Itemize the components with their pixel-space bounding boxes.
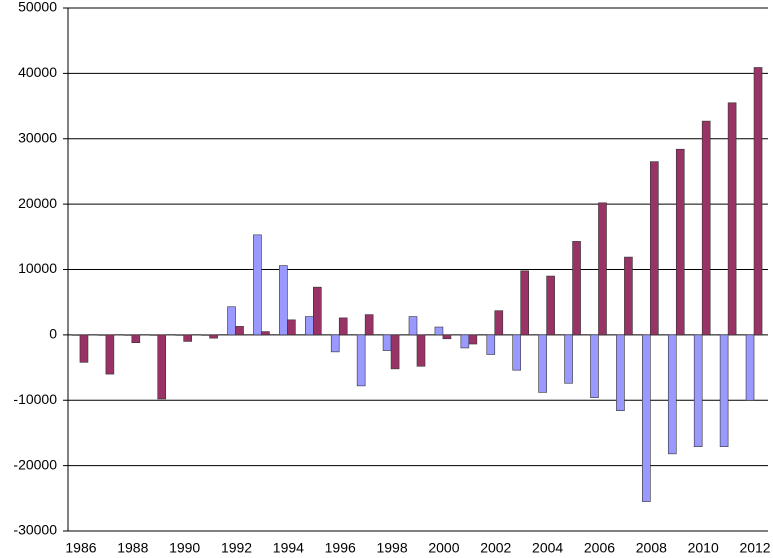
bar: [460, 334, 470, 349]
bar: [624, 256, 633, 336]
bar: [175, 334, 184, 336]
bar: [123, 334, 133, 336]
bar: [727, 102, 737, 336]
bar: [338, 317, 348, 336]
bar: [279, 265, 288, 336]
bar: [520, 270, 530, 336]
bar: [486, 334, 496, 355]
bar: [261, 331, 270, 336]
x-tick-label: 2002: [480, 540, 511, 556]
bar: [693, 334, 703, 447]
x-tick-label: 2004: [532, 540, 563, 556]
bar: [209, 334, 218, 339]
y-tick-label: -10000: [13, 391, 57, 407]
x-tick-label: 2012: [739, 540, 770, 556]
bar: [442, 334, 452, 340]
bar: [131, 334, 141, 344]
bar: [201, 334, 210, 336]
bar: [97, 334, 107, 336]
bar: [494, 310, 504, 336]
bar: [253, 234, 262, 336]
x-tick-label: 2008: [636, 540, 667, 556]
bar: [642, 334, 651, 502]
x-tick-label: 1990: [169, 540, 200, 556]
bar: [416, 334, 426, 367]
bar: [745, 334, 755, 401]
bar: [753, 67, 763, 336]
bar: [675, 148, 685, 336]
bar: [701, 120, 711, 336]
x-tick-label: 1988: [117, 540, 148, 556]
bar: [616, 334, 625, 412]
bar: [538, 334, 547, 393]
bar: [546, 275, 555, 336]
x-tick-label: 2006: [584, 540, 615, 556]
bar: [287, 319, 296, 336]
bar: [183, 334, 192, 342]
bar: [650, 161, 659, 336]
bar: [382, 334, 392, 351]
bar: [719, 334, 729, 447]
bar: [572, 241, 581, 336]
y-tick-label: 30000: [18, 129, 57, 145]
bar: [434, 326, 444, 336]
bar: [356, 334, 366, 387]
bar: [235, 326, 244, 336]
bar: [468, 334, 478, 345]
x-tick-label: 1994: [273, 540, 304, 556]
y-tick-label: 40000: [18, 64, 57, 80]
bar: [157, 334, 167, 400]
y-tick-label: 20000: [18, 195, 57, 211]
bar: [364, 314, 374, 336]
bar: [71, 334, 81, 336]
bar: [590, 334, 599, 398]
y-tick-label: 10000: [18, 260, 57, 276]
bar: [312, 286, 322, 336]
bar: [149, 334, 159, 336]
bar: [330, 334, 340, 353]
x-tick-label: 1992: [221, 540, 252, 556]
y-tick-label: -30000: [13, 522, 57, 538]
bar: [390, 334, 400, 370]
bar: [227, 306, 236, 336]
x-tick-label: 1996: [325, 540, 356, 556]
y-tick-label: 0: [49, 326, 57, 342]
y-tick-label: 50000: [18, 0, 57, 15]
bar: [79, 334, 89, 363]
bar: [512, 334, 522, 371]
bar: [598, 202, 607, 336]
bar: [105, 334, 115, 375]
x-tick-label: 2000: [428, 540, 459, 556]
x-tick-label: 1998: [376, 540, 407, 556]
x-tick-label: 2010: [688, 540, 719, 556]
bar: [408, 316, 418, 336]
bar: [564, 334, 573, 384]
bar: [304, 316, 314, 336]
y-tick-label: -20000: [13, 456, 57, 472]
x-tick-label: 1986: [65, 540, 96, 556]
bar: [667, 334, 677, 455]
